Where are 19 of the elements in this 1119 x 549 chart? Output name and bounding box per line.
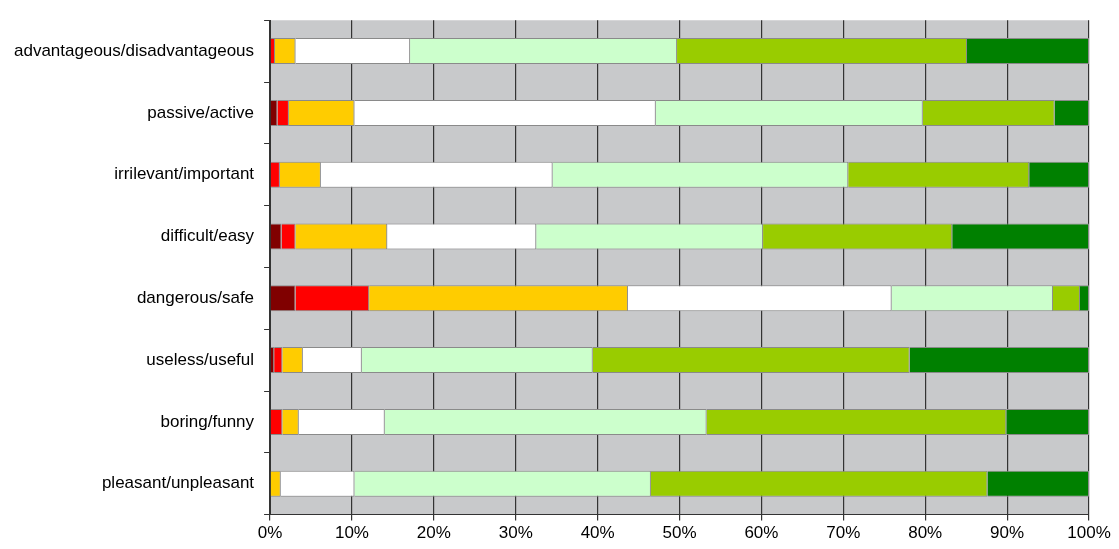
x-tick-label: 50% [662,523,697,543]
x-tick-label: 100% [1067,523,1111,543]
x-tick-label: 40% [580,523,615,543]
y-tick-label: boring/funny [160,411,255,431]
x-tick-label: 10% [334,523,369,543]
y-tick-label: dangerous/safe [136,287,255,307]
y-tick-label: passive/active [147,102,255,122]
x-tick-label: 80% [908,523,943,543]
x-tick-label: 90% [990,523,1025,543]
y-tick-label: useless/useful [146,349,255,369]
x-tick-label: 70% [826,523,861,543]
x-tick-label: 0% [257,523,283,543]
x-tick-label: 20% [416,523,451,543]
x-tick-label: 30% [498,523,533,543]
y-tick-label: irrilevant/important [114,164,255,184]
x-tick-label: 60% [744,523,779,543]
y-tick-label: difficult/easy [160,226,255,246]
y-tick-label: pleasant/unpleasant [101,473,255,493]
y-tick-label: advantageous/disadvantageous [13,40,255,60]
